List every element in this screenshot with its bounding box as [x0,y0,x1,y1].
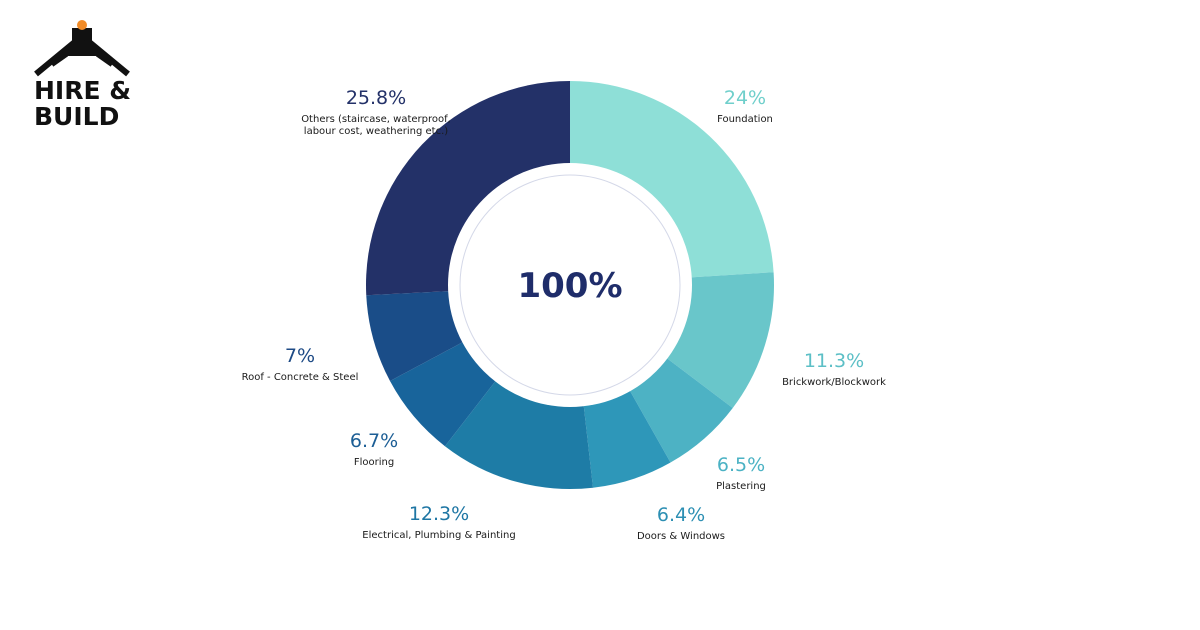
hire-and-build-logo: HIRE & BUILD [30,16,140,131]
slice-category-label-4: Doors & Windows [637,531,725,542]
roof-logo-icon [34,20,130,77]
donut-inner-ring [459,174,681,396]
slice-category-label-2: Brickwork/Blockwork [782,377,886,388]
slice-labels: 24% Foundation 11.3% Brickwork/Blockwork 6.5… [242,87,887,542]
slice-value-label-7: 7% [285,345,315,367]
slice-category-label-8: labour cost, weathering etc.) [304,126,448,137]
slice-value-label-5: 12.3% [409,503,469,525]
center-total-label: 100% [517,266,622,306]
slice-value-label-3: 6.5% [717,454,765,476]
slice-value-label-8: 25.8% [346,87,406,109]
slice-category-label-8: Others (staircase, waterproof, [301,114,451,125]
slice-category-label-1: Foundation [717,114,773,125]
slice-category-label-6: Flooring [354,457,394,468]
slice-category-label-5: Electrical, Plumbing & Painting [362,530,515,541]
slice-value-label-4: 6.4% [657,504,705,526]
slice-value-label-1: 24% [724,87,766,109]
slice-category-label-7: Roof - Concrete & Steel [242,372,359,383]
donut-hole [448,163,692,407]
logo-line-2: BUILD [34,102,120,131]
logo-line-1: HIRE & [34,76,132,105]
slice-value-label-6: 6.7% [350,430,398,452]
slice-value-label-2: 11.3% [804,350,864,372]
slice-category-label-3: Plastering [716,481,766,492]
